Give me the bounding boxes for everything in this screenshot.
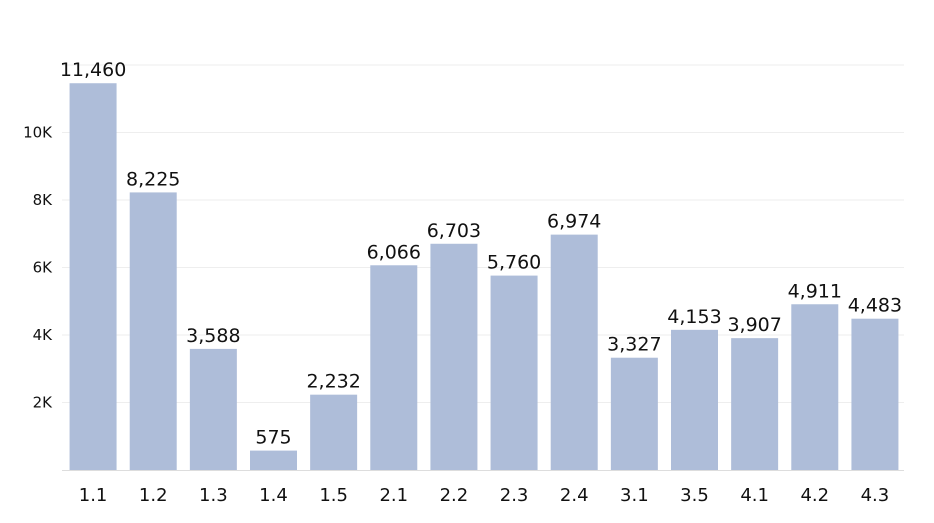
bar-4-2 (791, 304, 839, 470)
data-label: 575 (255, 427, 291, 449)
data-label: 5,760 (487, 252, 541, 274)
x-tick-label: 1.1 (79, 485, 108, 506)
x-tick-label: 1.4 (259, 485, 288, 506)
x-tick-label: 4.2 (800, 485, 829, 506)
x-tick-label: 2.1 (379, 485, 408, 506)
data-label: 8,225 (126, 168, 180, 190)
bar-3-1 (610, 357, 658, 470)
data-label: 4,483 (848, 295, 902, 317)
bar-1-2 (129, 192, 177, 470)
data-label: 3,907 (727, 314, 781, 336)
bar-2-2 (430, 243, 478, 470)
data-label: 4,911 (788, 280, 842, 302)
x-tick-label: 3.5 (680, 485, 709, 506)
bar-4-1 (731, 338, 779, 470)
y-tick-label: 2K (33, 394, 54, 412)
x-tick-label: 3.1 (620, 485, 649, 506)
y-tick-label: 8K (33, 191, 54, 209)
y-tick-label: 4K (33, 326, 54, 344)
x-tick-label: 1.3 (199, 485, 228, 506)
x-axis-ticks: 1.1 1.2 1.3 1.4 1.5 2.1 2.2 2.3 2.4 3.1 3.5 4.1 4.2 4… (79, 485, 889, 506)
data-label: 3,327 (607, 334, 661, 356)
y-tick-label: 10K (23, 124, 53, 142)
bar-2-3 (490, 275, 538, 470)
y-axis-ticks: 2K 4K 6K 8K 10K (23, 124, 53, 412)
x-tick-label: 4.3 (861, 485, 890, 506)
bar-3-5 (671, 329, 718, 470)
data-label: 3,588 (186, 325, 240, 347)
bar-2-4 (550, 234, 598, 470)
data-label: 6,066 (367, 241, 421, 263)
bar-4-3 (851, 318, 899, 470)
x-tick-label: 4.1 (740, 485, 769, 506)
data-label: 6,974 (547, 211, 601, 233)
x-tick-label: 1.2 (139, 485, 168, 506)
bar-1-1 (69, 83, 117, 470)
x-tick-label: 1.5 (319, 485, 348, 506)
data-label: 2,232 (306, 371, 360, 393)
bars (69, 83, 899, 470)
x-tick-label: 2.3 (500, 485, 529, 506)
data-label: 6,703 (427, 220, 481, 242)
bar-1-5 (310, 394, 358, 470)
y-tick-label: 6K (33, 259, 54, 277)
bar-1-4 (250, 450, 297, 470)
bar-2-1 (370, 265, 418, 470)
data-label: 4,153 (667, 306, 721, 328)
data-label: 11,460 (60, 59, 126, 81)
bar-1-3 (189, 348, 237, 470)
x-tick-label: 2.2 (440, 485, 469, 506)
x-tick-label: 2.4 (560, 485, 589, 506)
data-labels: 11,460 8,225 3,588 575 2,232 6,066 6,703 5,760 6… (60, 59, 902, 448)
